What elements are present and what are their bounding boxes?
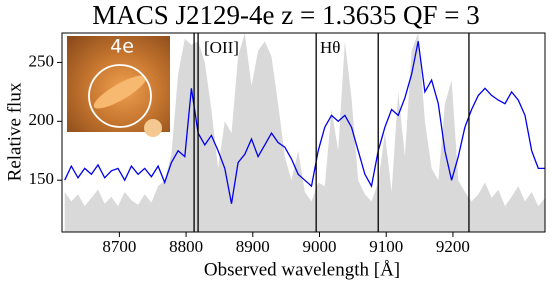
- x-tick-label: 8900: [236, 237, 270, 256]
- annotation: Hθ: [320, 38, 340, 57]
- y-tick-label: 200: [29, 110, 55, 129]
- axes-frame: [61, 32, 546, 233]
- annotation: [OII]: [204, 38, 239, 57]
- spectrum-line: [64, 41, 545, 204]
- x-tick-label: 8700: [102, 237, 136, 256]
- inset-circle: [88, 64, 152, 128]
- noise-area: [64, 33, 545, 232]
- x-axis-label: Observed wavelength [Å]: [204, 259, 400, 280]
- y-axis-label: Relative flux: [4, 82, 25, 181]
- plot-area: [64, 33, 545, 232]
- x-tick-label: 9000: [303, 237, 337, 256]
- inset-blob: [144, 119, 162, 137]
- x-tick-label: 9100: [369, 237, 403, 256]
- chart-title: MACS J2129-4e z = 1.3635 QF = 3: [92, 0, 479, 30]
- y-tick-label: 250: [29, 51, 55, 70]
- inset-image: 4e: [67, 36, 170, 137]
- inset-label: 4e: [110, 36, 134, 58]
- y-tick-label: 150: [29, 169, 55, 188]
- inset-galaxy: [93, 75, 147, 109]
- x-tick-label: 8800: [169, 237, 203, 256]
- x-tick-label: 9200: [436, 237, 470, 256]
